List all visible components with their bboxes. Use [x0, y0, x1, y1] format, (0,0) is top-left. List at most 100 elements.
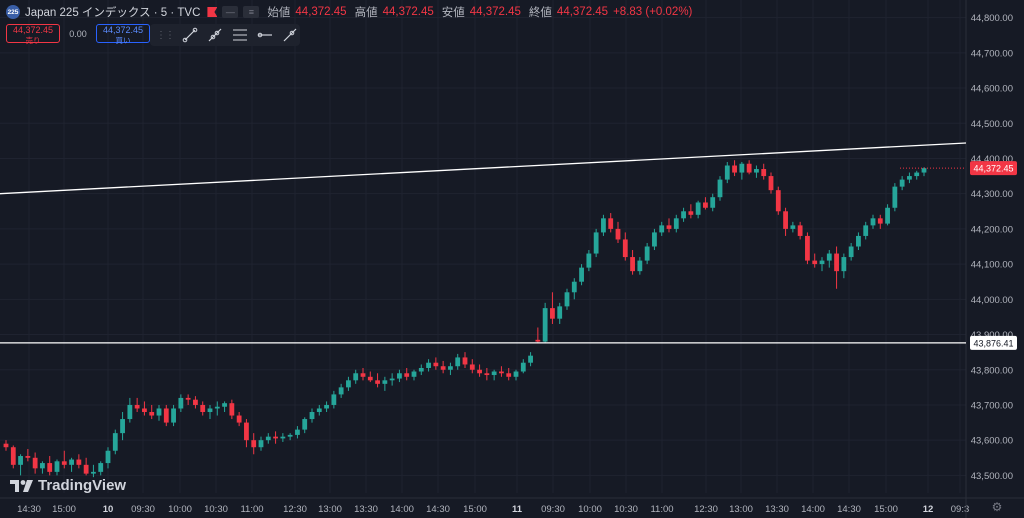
flag-icon[interactable]: [207, 7, 218, 17]
tradingview-logo-icon: [10, 479, 33, 492]
y-tick-label: 43,800.00: [971, 365, 1013, 376]
last-price-label: 44,372.45: [973, 164, 1013, 174]
candle-body: [309, 412, 315, 420]
candle-body: [877, 218, 883, 224]
x-tick-label: 12: [923, 504, 934, 515]
candle-body: [10, 447, 16, 465]
candle-body: [477, 369, 482, 374]
candle-body: [681, 211, 686, 219]
candle-body: [127, 404, 133, 420]
candle-body: [542, 308, 548, 342]
brand-name: TradingView: [38, 477, 127, 494]
candle-body: [695, 202, 701, 215]
candle-body: [863, 225, 869, 236]
extended-line-icon[interactable]: [281, 26, 300, 44]
x-tick-label: 13:00: [729, 504, 753, 515]
y-tick-label: 44,400.00: [971, 154, 1013, 165]
candle-body: [652, 232, 657, 247]
candle-body: [448, 366, 453, 370]
candle-body: [280, 436, 286, 439]
drag-handle-icon[interactable]: ⋮⋮: [156, 29, 175, 41]
minimize-legend-button[interactable]: —: [222, 6, 239, 18]
buy-button[interactable]: 44,372.45 買い: [96, 24, 150, 45]
candle-body: [236, 415, 242, 423]
trend-line-icon[interactable]: [180, 26, 199, 44]
x-tick-label: 10:30: [204, 504, 228, 515]
ray-line-icon[interactable]: [205, 26, 224, 44]
candle-body: [3, 443, 9, 448]
symbol-badge-icon[interactable]: 225: [6, 5, 20, 19]
candle-body: [455, 357, 461, 367]
candle-body: [265, 436, 271, 441]
candle-body: [622, 239, 628, 258]
candle-body: [557, 306, 563, 319]
buy-label: 買い: [115, 36, 131, 45]
candle-body: [331, 394, 337, 405]
sell-button[interactable]: 44,372.45 売り: [6, 24, 60, 45]
candle-body: [484, 373, 490, 376]
sell-label: 売り: [25, 36, 41, 45]
buy-price: 44,372.45: [102, 25, 144, 35]
trend-line: [0, 142, 967, 195]
y-tick-label: 43,900.00: [971, 330, 1013, 341]
scale-settings-icon[interactable]: ⚙: [991, 500, 1003, 514]
candle-body: [856, 235, 861, 247]
x-tick-label: 12:30: [283, 504, 307, 515]
y-tick-label: 44,500.00: [971, 119, 1013, 130]
x-tick-label: 13:00: [318, 504, 342, 515]
candle-body: [163, 408, 169, 423]
candle-body: [251, 440, 257, 448]
x-tick-label: 14:30: [426, 504, 450, 515]
candle-body: [469, 364, 475, 370]
candle-body: [316, 408, 322, 413]
drawing-toolbar: ⋮⋮: [150, 24, 300, 46]
candle-body: [207, 408, 213, 413]
candle-body: [732, 165, 737, 173]
candle-body: [499, 371, 504, 374]
y-tick-label: 44,700.00: [971, 48, 1013, 59]
candle-body: [98, 463, 104, 472]
candle-body: [47, 463, 53, 472]
high-value: 44,372.45: [382, 6, 434, 18]
symbol-title[interactable]: Japan 225 インデックス · 5 · TVC: [25, 7, 201, 19]
candle-body: [295, 429, 300, 435]
candle-body: [397, 373, 402, 379]
tradingview-logo[interactable]: TradingView: [10, 477, 126, 494]
x-tick-label: 10:00: [168, 504, 192, 515]
settings-legend-button[interactable]: ≡: [243, 6, 260, 18]
x-tick-label: 14:00: [801, 504, 825, 515]
candle-body: [142, 408, 147, 413]
candle-body: [550, 308, 555, 319]
x-tick-label: 10:00: [578, 504, 602, 515]
candle-body: [666, 225, 672, 229]
candle-body: [76, 459, 82, 465]
candle-body: [185, 397, 191, 400]
horizontal-line-price-tag: [970, 335, 1017, 350]
candle-body: [134, 404, 140, 409]
x-tick-label: 11: [512, 504, 523, 515]
candle-body: [783, 211, 788, 229]
candle-body: [841, 257, 847, 272]
close-label: 終値: [528, 7, 552, 19]
x-tick-label: 13:30: [354, 504, 378, 515]
y-tick-label: 44,800.00: [971, 13, 1013, 24]
candle-body: [601, 218, 606, 233]
y-tick-label: 44,600.00: [971, 84, 1013, 95]
candle-body: [244, 422, 249, 441]
candle-body: [171, 408, 176, 423]
candle-body: [885, 207, 890, 224]
candle-body: [193, 399, 198, 405]
candle-body: [418, 367, 424, 372]
candle-body: [229, 403, 235, 416]
parallel-channel-icon[interactable]: [230, 26, 249, 44]
candle-body: [375, 380, 380, 384]
candle-body: [91, 471, 96, 474]
candle-body: [54, 461, 60, 472]
candle-body: [644, 246, 650, 261]
candle-body: [404, 373, 410, 377]
horizontal-ray-icon[interactable]: [256, 26, 275, 44]
candle-body: [790, 225, 796, 229]
candle-body: [921, 168, 927, 173]
candle-body: [571, 281, 577, 293]
